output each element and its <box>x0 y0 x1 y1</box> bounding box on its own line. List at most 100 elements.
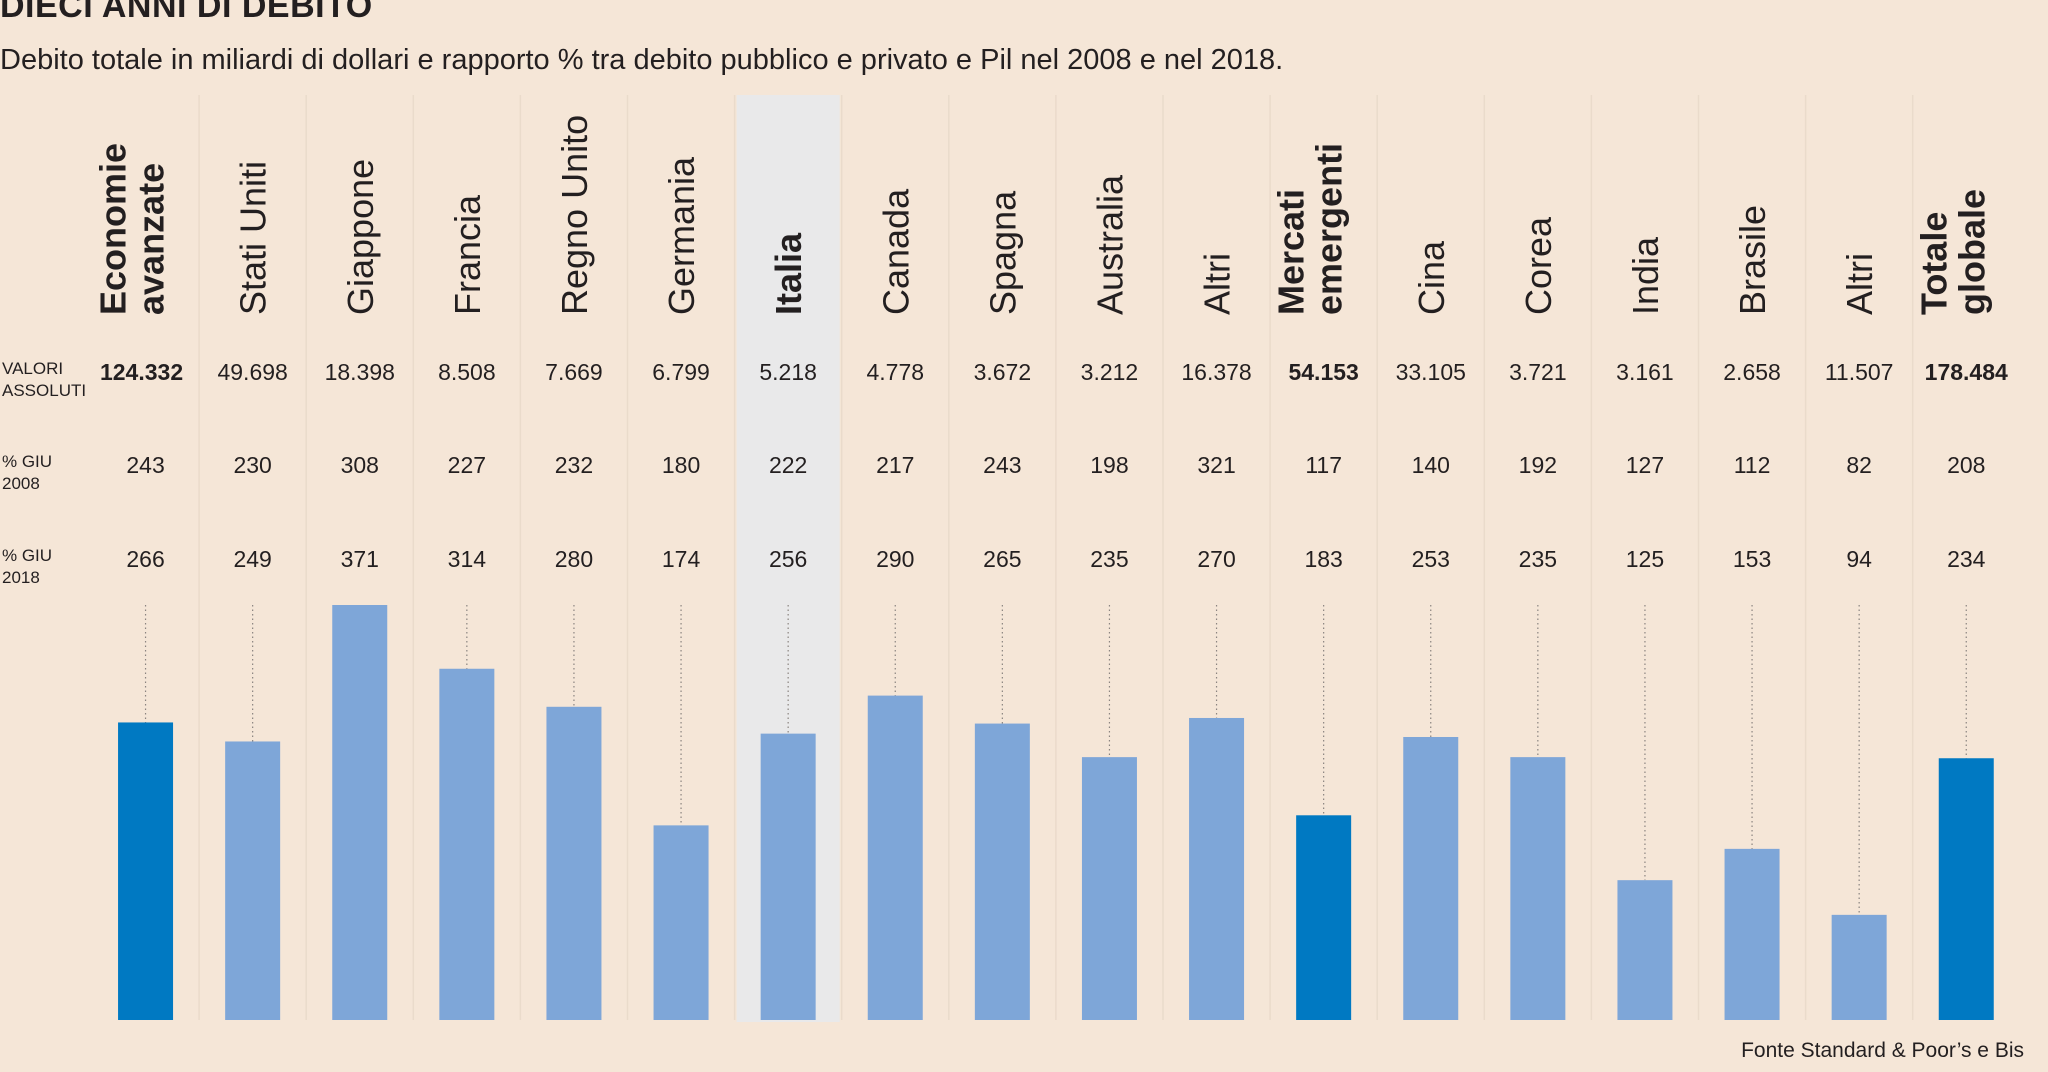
pct-2008-italia-6: 222 <box>769 452 807 478</box>
category-label-mercati-emergenti-11: Mercatiemergenti <box>1271 143 1350 315</box>
pct-2018-germania-5: 174 <box>662 546 701 572</box>
pct-2008-cina-12: 140 <box>1412 452 1450 478</box>
pct-2008-stati-uniti-1: 230 <box>233 452 271 478</box>
category-label-line: Mercati <box>1271 189 1312 315</box>
valore-assoluto-canada-7: 4.778 <box>866 359 924 385</box>
pct-2018-brasile-15: 153 <box>1733 546 1771 572</box>
valore-assoluto-india-14: 3.161 <box>1616 359 1674 385</box>
pct-2008-totale-globale-17: 208 <box>1947 452 1985 478</box>
valore-assoluto-germania-5: 6.799 <box>652 359 710 385</box>
bar-spagna-8 <box>974 723 1030 1020</box>
category-label-line: Italia <box>768 232 809 315</box>
row-label-giu-2008: % GIU 2008 <box>2 452 53 493</box>
category-label-giappone-2: Giappone <box>340 159 381 315</box>
valori-assoluti-values: 124.332 49.698 18.398 8.508 7.669 6.799 5.218 4… <box>100 359 2008 385</box>
category-label-altri-10: Altri <box>1197 253 1238 315</box>
pct-2018-giappone-2: 371 <box>341 546 379 572</box>
valore-assoluto-giappone-2: 18.398 <box>325 359 395 385</box>
bar-economie-avanzate-0 <box>118 722 174 1020</box>
valore-assoluto-totale-globale-17: 178.484 <box>1925 359 2008 385</box>
pct-2008-canada-7: 217 <box>876 452 914 478</box>
valore-assoluto-mercati-emergenti-11: 54.153 <box>1288 359 1358 385</box>
valore-assoluto-spagna-8: 3.672 <box>974 359 1032 385</box>
category-label-cina-12: Cina <box>1411 240 1452 315</box>
bars-2018 <box>118 605 1994 1020</box>
pct-2008-altri-16: 82 <box>1846 452 1872 478</box>
category-label-regno-unito-4: Regno Unito <box>554 115 595 315</box>
pct-2018-francia-3: 314 <box>448 546 487 572</box>
category-label-totale-globale-17: Totaleglobale <box>1913 189 1992 315</box>
bar-italia-6 <box>760 733 816 1020</box>
pct-2008-germania-5: 180 <box>662 452 700 478</box>
category-label-economie-avanzate-0: Economieavanzate <box>93 143 172 315</box>
pct-2008-francia-3: 227 <box>448 452 486 478</box>
pct-2018-altri-16: 94 <box>1846 546 1872 572</box>
pct-2008-giappone-2: 308 <box>341 452 379 478</box>
pct-2018-mercati-emergenti-11: 183 <box>1304 546 1342 572</box>
bar-australia-9 <box>1081 757 1137 1020</box>
category-label-germania-5: Germania <box>661 156 702 315</box>
pct-2018-italia-6: 256 <box>769 546 807 572</box>
bar-brasile-15 <box>1724 848 1780 1020</box>
pct-2008-regno-unito-4: 232 <box>555 452 593 478</box>
category-label-brasile-15: Brasile <box>1732 205 1773 315</box>
category-label-corea-13: Corea <box>1518 216 1559 315</box>
valore-assoluto-australia-9: 3.212 <box>1081 359 1139 385</box>
category-label-line: Giappone <box>340 159 381 315</box>
category-label-line: Corea <box>1518 216 1559 315</box>
pct-2008-australia-9: 198 <box>1090 452 1128 478</box>
valore-assoluto-italia-6: 5.218 <box>759 359 817 385</box>
valore-assoluto-stati-uniti-1: 49.698 <box>217 359 287 385</box>
pct-2008-brasile-15: 112 <box>1734 452 1771 478</box>
valore-assoluto-regno-unito-4: 7.669 <box>545 359 603 385</box>
bar-altri-16 <box>1831 914 1887 1020</box>
category-label-line: Brasile <box>1732 205 1773 315</box>
valore-assoluto-corea-13: 3.721 <box>1509 359 1567 385</box>
valore-assoluto-cina-12: 33.105 <box>1396 359 1466 385</box>
category-label-spagna-8: Spagna <box>982 190 1023 315</box>
category-label-line: Canada <box>875 188 916 315</box>
category-label-line: Australia <box>1089 174 1130 315</box>
pct-2018-corea-13: 235 <box>1519 546 1557 572</box>
valore-assoluto-altri-10: 16.378 <box>1181 359 1251 385</box>
pct-2018-stati-uniti-1: 249 <box>233 546 271 572</box>
category-label-altri-16: Altri <box>1839 253 1880 315</box>
category-label-line: globale <box>1951 189 1992 315</box>
pct-2018-economie-avanzate-0: 266 <box>126 546 164 572</box>
pct-2018-spagna-8: 265 <box>983 546 1021 572</box>
category-label-line: Altri <box>1197 253 1238 315</box>
category-label-francia-3: Francia <box>447 194 488 315</box>
pct-2018-totale-globale-17: 234 <box>1947 546 1986 572</box>
category-label-line: Spagna <box>982 190 1023 315</box>
bar-india-14 <box>1617 880 1673 1020</box>
bar-altri-10 <box>1189 717 1245 1020</box>
category-label-line: Economie <box>93 143 134 315</box>
bar-giappone-2 <box>332 605 388 1020</box>
chart-title: DIECI ANNI DI DEBITO <box>0 0 373 25</box>
valore-assoluto-economie-avanzate-0: 124.332 <box>100 359 183 385</box>
pct-2018-australia-9: 235 <box>1090 546 1128 572</box>
category-label-canada-7: Canada <box>875 188 916 315</box>
bar-totale-globale-17 <box>1938 758 1994 1020</box>
pct-2008-economie-avanzate-0: 243 <box>126 452 164 478</box>
pct-2008-corea-13: 192 <box>1519 452 1557 478</box>
column-separators <box>198 95 1914 1020</box>
source-note: Fonte Standard & Poor’s e Bis <box>1741 1039 2024 1062</box>
pct-2018-cina-12: 253 <box>1412 546 1450 572</box>
category-label-italia-6: Italia <box>768 232 809 315</box>
pct-2018-regno-unito-4: 280 <box>555 546 593 572</box>
category-label-line: avanzate <box>131 163 172 315</box>
bar-regno-unito-4 <box>546 706 602 1020</box>
category-label-line: Francia <box>447 194 488 315</box>
category-label-line: Altri <box>1839 253 1880 315</box>
valore-assoluto-brasile-15: 2.658 <box>1723 359 1781 385</box>
pct-2008-altri-10: 321 <box>1197 452 1235 478</box>
chart-subtitle: Debito totale in miliardi di dollari e r… <box>0 44 1284 76</box>
pct-2018-altri-10: 270 <box>1197 546 1235 572</box>
category-label-line: Regno Unito <box>554 115 595 315</box>
row-label-giu-2018: % GIU 2018 <box>2 546 53 587</box>
category-label-line: Germania <box>661 156 702 315</box>
category-label-line: emergenti <box>1309 143 1350 315</box>
bar-cina-12 <box>1403 736 1459 1020</box>
